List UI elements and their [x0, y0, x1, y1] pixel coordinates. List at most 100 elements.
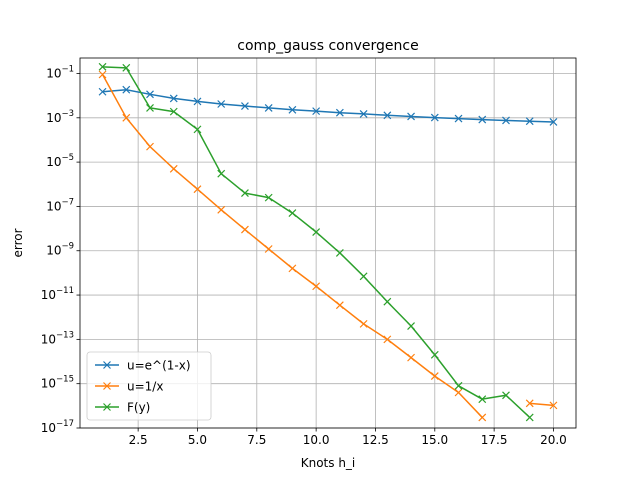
- data-point-marker: [502, 391, 510, 400]
- legend-label: F(y): [127, 401, 150, 415]
- data-point-marker: [193, 185, 202, 194]
- data-point-marker: [525, 117, 534, 126]
- x-tick-label: 5.0: [188, 433, 207, 447]
- y-axis-label: error: [11, 228, 25, 257]
- data-point-marker: [122, 85, 131, 94]
- plot-frame: [79, 57, 577, 429]
- data-point-marker: [288, 105, 297, 114]
- x-tick-label: 15.0: [421, 433, 448, 447]
- legend-item: F(y): [95, 401, 150, 415]
- y-tick-label: 10−11: [41, 286, 74, 302]
- data-point-marker: [98, 62, 107, 71]
- series-3: [98, 62, 534, 422]
- chart-title: comp_gauss convergence: [237, 38, 418, 54]
- series-lines: [98, 62, 558, 422]
- legend-box: [86, 351, 212, 421]
- data-point-marker: [193, 97, 202, 106]
- y-tick-label: 10−13: [41, 330, 74, 346]
- data-point-marker: [169, 164, 178, 173]
- data-point-marker: [478, 115, 487, 124]
- legend-marker: [103, 403, 111, 411]
- data-point-marker: [312, 282, 321, 291]
- data-point-marker: [407, 322, 415, 330]
- data-point-marker: [549, 118, 558, 126]
- data-point-marker: [383, 335, 392, 344]
- data-point-marker: [98, 87, 107, 96]
- data-point-marker: [359, 319, 368, 328]
- y-tick-label: 10−7: [46, 197, 74, 213]
- data-point-marker: [146, 90, 154, 99]
- data-point-marker: [407, 353, 415, 362]
- y-axis-ticks: 10−1 10−3 10−5 10−7 10−9 10−11 10−13 10−15 10−17: [41, 64, 80, 435]
- series-line: [529, 402, 554, 407]
- data-point-marker: [288, 264, 297, 273]
- legend-marker: [103, 382, 111, 390]
- data-point-marker: [359, 272, 368, 281]
- data-point-marker: [122, 113, 131, 122]
- data-point-marker: [193, 125, 202, 134]
- data-point-marker: [525, 413, 534, 422]
- data-point-marker: [288, 209, 297, 218]
- data-point-marker: [264, 103, 273, 112]
- data-point-marker: [169, 94, 178, 103]
- data-point-marker: [478, 413, 487, 422]
- legend-item: u=1/x: [95, 380, 163, 394]
- data-point-marker: [264, 193, 273, 202]
- data-point-marker: [122, 63, 131, 72]
- legend-marker: [103, 361, 111, 369]
- data-point-marker: [241, 189, 249, 198]
- legend-label: u=1/x: [127, 380, 163, 394]
- data-point-marker: [335, 248, 344, 257]
- data-point-marker: [549, 401, 558, 410]
- data-point-marker: [407, 112, 415, 121]
- x-axis-ticks: 2.5 5.0 7.5 10.0 12.5 15.0 17.5 20.0: [129, 428, 567, 447]
- data-point-marker: [335, 301, 344, 310]
- y-tick-label: 10−5: [46, 153, 74, 169]
- data-point-marker: [430, 372, 439, 381]
- data-point-marker: [146, 103, 154, 112]
- data-point-marker: [146, 142, 154, 151]
- data-point-marker: [335, 108, 344, 117]
- y-tick-label: 10−3: [46, 109, 74, 125]
- legend-item: u=e^(1-x): [95, 359, 191, 373]
- legend: u=e^(1-x) u=1/x F(y): [86, 351, 212, 421]
- series-2: [98, 70, 558, 422]
- data-point-marker: [241, 225, 249, 234]
- data-point-marker: [454, 381, 463, 390]
- y-tick-label: 10−17: [41, 419, 74, 435]
- series-1: [98, 85, 558, 126]
- data-point-marker: [217, 205, 226, 214]
- data-point-marker: [502, 116, 510, 125]
- data-point-marker: [454, 114, 463, 123]
- data-point-marker: [241, 102, 249, 110]
- legend-label: u=e^(1-x): [127, 359, 191, 373]
- data-point-marker: [478, 395, 487, 404]
- x-axis-label: Knots h_i: [301, 456, 356, 470]
- data-point-marker: [430, 113, 439, 122]
- x-tick-label: 20.0: [540, 433, 567, 447]
- x-tick-label: 17.5: [481, 433, 508, 447]
- data-point-marker: [98, 70, 107, 79]
- x-tick-label: 12.5: [362, 433, 389, 447]
- data-point-marker: [383, 111, 392, 120]
- x-tick-label: 7.5: [247, 433, 266, 447]
- y-tick-label: 10−9: [46, 242, 74, 258]
- data-point-marker: [525, 399, 534, 408]
- y-tick-label: 10−1: [46, 64, 74, 80]
- data-point-marker: [217, 169, 226, 178]
- data-point-marker: [454, 388, 463, 397]
- y-tick-label: 10−15: [41, 375, 74, 391]
- x-tick-label: 2.5: [129, 433, 148, 447]
- data-point-marker: [430, 350, 439, 359]
- x-tick-label: 10.0: [303, 433, 330, 447]
- data-point-marker: [264, 245, 273, 253]
- data-point-marker: [383, 297, 392, 306]
- data-point-marker: [359, 109, 368, 118]
- series-line: [102, 88, 554, 123]
- data-point-marker: [312, 107, 321, 116]
- data-point-marker: [217, 100, 226, 108]
- data-point-marker: [169, 107, 178, 116]
- data-point-marker: [312, 228, 321, 236]
